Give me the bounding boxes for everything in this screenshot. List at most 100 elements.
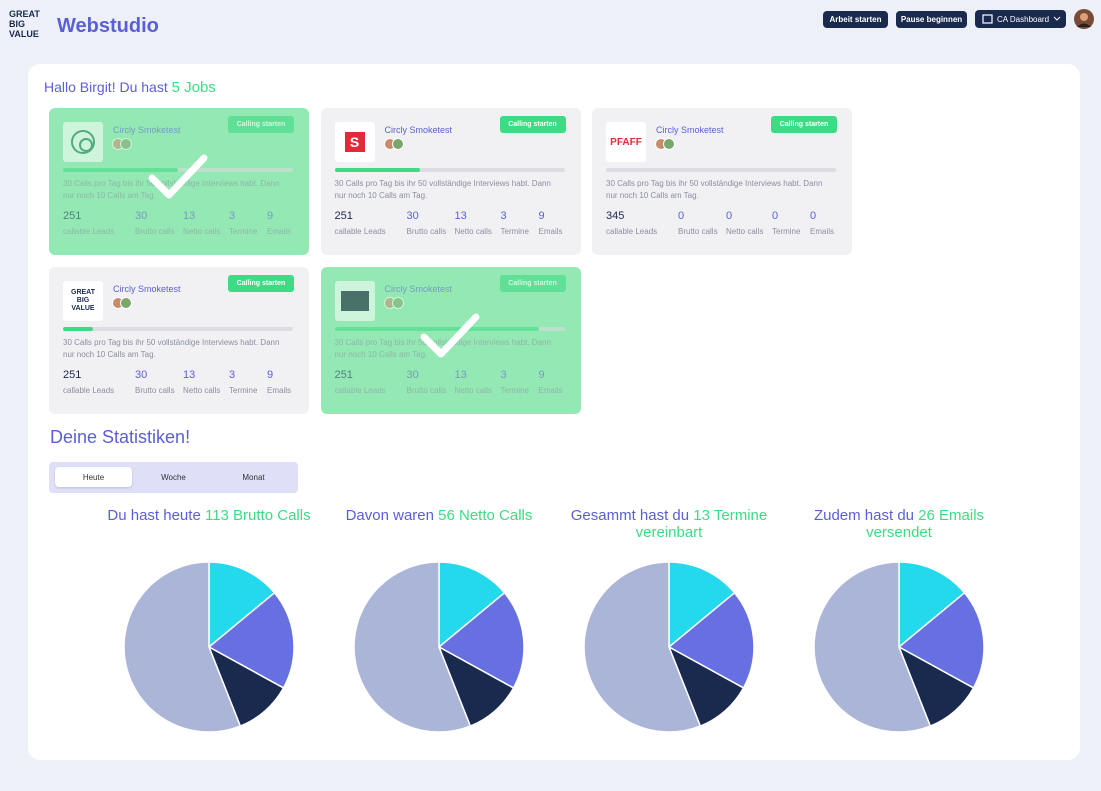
job-card[interactable]: PFAFF Circly Smoketest 30 Calls pro Tag bi… (592, 108, 852, 255)
stat-value: 0 (772, 210, 779, 222)
stat-label: Emails (267, 227, 292, 236)
title-highlight: 13 (693, 507, 710, 524)
job-description: 30 Calls pro Tag bis ihr 50 vollständige… (606, 178, 846, 202)
title-text: Gesammt hast du (570, 507, 690, 524)
card-content: PFAFF Circly Smoketest 30 Calls pro Tag bi… (592, 108, 852, 255)
description-line: nur noch 10 Calls am Tag. (334, 191, 428, 200)
stat-value: 13 (454, 369, 467, 381)
stat-label: Termine (229, 386, 258, 395)
company-logo: GREAT BIG VALUE (63, 281, 103, 321)
job-description: 30 Calls pro Tag bis ihr 50 vollständige… (63, 178, 303, 202)
job-name: Circly Smoketest (384, 125, 453, 135)
title-highlight: 113 Brutto (204, 507, 274, 524)
stat-value: 9 (267, 369, 274, 381)
pie-title: Zudem hast du 26 Emails versendet (789, 507, 1009, 541)
team-avatars (112, 138, 132, 150)
stat-label: Emails (267, 386, 292, 395)
description-line: 30 Calls pro Tag bis ihr 50 vollständige… (63, 179, 280, 188)
team-avatars (655, 138, 675, 150)
pause-button[interactable]: Pause beginnen (896, 11, 967, 28)
title-highlight: 56 Netto (438, 507, 495, 524)
calling-button[interactable]: Calling starten (499, 116, 566, 133)
logo-text: PFAFF (610, 136, 642, 148)
stat-value: 9 (267, 210, 274, 222)
calling-button[interactable]: Calling starten (228, 275, 294, 292)
period-tab[interactable]: Woche (161, 472, 186, 482)
title-highlight: versendet (866, 524, 932, 541)
company-logo (334, 281, 375, 321)
check-path (420, 313, 479, 358)
company-logo: PFAFF (606, 122, 646, 162)
stat-label: Termine (772, 227, 801, 236)
stat-label: Brutto calls (135, 386, 175, 395)
description-line: nur noch 10 Calls am Tag. (63, 191, 156, 200)
title-text: Davon waren (345, 507, 434, 524)
stat-value: 0 (678, 210, 685, 222)
stat-value: 9 (538, 369, 545, 381)
title-text: Du hast heute (107, 507, 201, 524)
progress-track (334, 327, 565, 331)
stat-label: callable Leads (63, 386, 115, 395)
company-logo: S (334, 122, 375, 162)
dropdown-label: CA Dashboard (997, 14, 1050, 24)
progress-track (334, 168, 565, 172)
stat-value: 13 (183, 210, 196, 222)
dashboard-dropdown[interactable]: CA Dashboard (975, 10, 1066, 28)
stat-value: 0 (726, 210, 733, 222)
card-content: GREAT BIG VALUE Circly Smoketest 30 Calls … (49, 267, 309, 414)
title-highlight: Calls (499, 507, 533, 524)
header-title: Webstudio (57, 15, 159, 37)
job-description: 30 Calls pro Tag bis ihr 50 vollständige… (63, 337, 303, 361)
stat-label: Netto calls (726, 227, 764, 236)
card-content: Circly Smoketest 30 Calls pro Tag bis ihr… (49, 108, 309, 255)
team-avatars (112, 297, 132, 309)
stats-title: Deine Statistiken! (50, 427, 191, 447)
calling-button[interactable]: Calling starten (771, 116, 837, 133)
title-highlight: Calls (277, 507, 311, 524)
job-card[interactable]: Circly Smoketest 30 Calls pro Tag bis ihr… (49, 108, 309, 255)
description-line: nur noch 10 Calls am Tag. (63, 350, 156, 359)
title-highlight: 26 Emails (918, 507, 985, 524)
job-card[interactable]: GREAT BIG VALUE Circly Smoketest 30 Calls … (49, 267, 309, 414)
stat-value: 0 (810, 210, 817, 222)
period-tabs: Heute Woche Monat (49, 462, 298, 493)
card-content: S Circly Smoketest 30 Calls pro Tag bis ih… (321, 108, 581, 255)
team-avatars (383, 297, 404, 309)
stat-label: Netto calls (183, 227, 221, 236)
start-work-button[interactable]: Arbeit starten (823, 11, 888, 28)
progress-track (606, 168, 836, 172)
job-name: Circly Smoketest (113, 284, 181, 294)
avatar (120, 138, 132, 150)
stat-value: 3 (229, 210, 236, 222)
job-card[interactable]: Circly Smoketest 30 Calls pro Tag bis ihr… (320, 267, 581, 414)
job-card[interactable]: S Circly Smoketest 30 Calls pro Tag bis ih… (320, 108, 581, 255)
period-tab[interactable]: Heute (55, 467, 132, 487)
greeting: Hallo Birgit! Du hast 5 Jobs (44, 79, 216, 96)
calling-button[interactable]: Calling starten (499, 275, 566, 292)
period-tab[interactable]: Monat (242, 472, 265, 482)
progress-fill (63, 168, 178, 172)
logo-ring (71, 130, 95, 154)
logo-icon (71, 130, 95, 154)
stat-label: Termine (229, 227, 258, 236)
pie-title: Davon waren 56 Netto Calls (329, 507, 549, 524)
job-description: 30 Calls pro Tag bis ihr 50 vollständige… (335, 178, 575, 202)
title-text: Zudem hast du (813, 507, 915, 524)
calling-button[interactable]: Calling starten (228, 116, 294, 133)
stat-value: 13 (454, 210, 467, 222)
stat-label: callable Leads (334, 386, 386, 395)
check-mark (420, 313, 479, 358)
progress-track (63, 327, 293, 331)
description-line: 30 Calls pro Tag bis ihr 50 vollständige… (334, 338, 551, 347)
avatar (663, 138, 675, 150)
job-description: 30 Calls pro Tag bis ihr 50 vollständige… (335, 337, 575, 361)
stat-value: 3 (229, 369, 236, 381)
stat-label: Brutto calls (406, 386, 447, 395)
team-avatars (383, 138, 404, 150)
header-logo[interactable]: GREAT BIG VALUE (9, 9, 40, 39)
avatar[interactable] (1073, 8, 1095, 30)
stat-value: 9 (538, 210, 545, 222)
chevron (1053, 16, 1061, 21)
stat-value: 30 (406, 210, 419, 222)
